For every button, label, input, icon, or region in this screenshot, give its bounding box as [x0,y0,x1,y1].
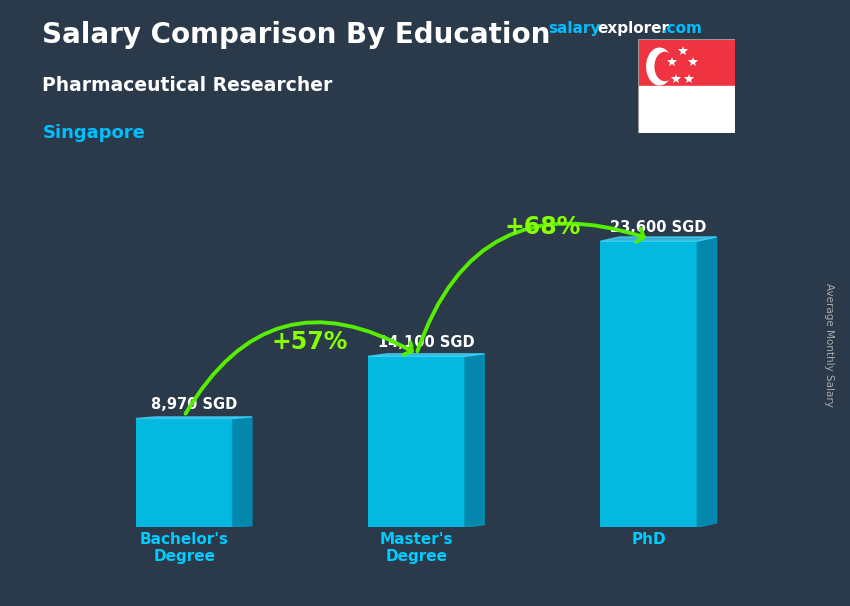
Text: 14,100 SGD: 14,100 SGD [378,335,474,350]
Circle shape [647,48,672,85]
Polygon shape [233,417,252,527]
Text: Singapore: Singapore [42,124,145,142]
Text: 8,970 SGD: 8,970 SGD [150,398,237,413]
Bar [638,87,735,133]
FancyBboxPatch shape [136,419,233,527]
Bar [638,39,735,87]
Text: .com: .com [661,21,702,36]
Text: +68%: +68% [504,215,581,239]
Text: 23,600 SGD: 23,600 SGD [610,220,706,235]
Text: salary: salary [548,21,601,36]
Text: explorer: explorer [598,21,670,36]
FancyBboxPatch shape [368,356,465,527]
Text: Salary Comparison By Education: Salary Comparison By Education [42,21,551,49]
Circle shape [655,52,675,81]
Text: Average Monthly Salary: Average Monthly Salary [824,284,834,407]
FancyBboxPatch shape [600,241,697,527]
Text: +57%: +57% [272,330,348,355]
Text: Pharmaceutical Researcher: Pharmaceutical Researcher [42,76,333,95]
Polygon shape [697,237,717,527]
Polygon shape [368,354,484,356]
Polygon shape [465,354,484,527]
Polygon shape [600,237,717,241]
Polygon shape [136,417,252,419]
